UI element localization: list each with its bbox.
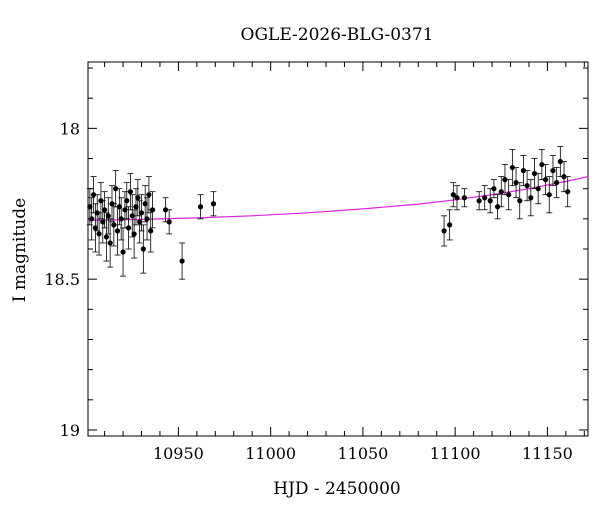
data-point — [102, 207, 108, 213]
plot-area: 10950 11000 11050 11100 11150 18 18.5 19 — [44, 61, 589, 463]
data-point — [137, 219, 143, 225]
data-point — [197, 204, 204, 210]
x-tick-label: 11100 — [430, 444, 481, 463]
y-tick-label: 18.5 — [44, 270, 80, 289]
data-point — [105, 213, 111, 219]
data-point — [528, 195, 534, 201]
data-point — [92, 225, 98, 231]
data-point — [127, 189, 134, 195]
data-point — [450, 192, 456, 198]
data-point — [210, 201, 217, 207]
data-point — [441, 228, 447, 234]
data-point — [506, 192, 512, 198]
data-point — [509, 164, 515, 171]
chart-title: OGLE-2026-BLG-0371 — [241, 25, 434, 45]
model-curve — [87, 176, 589, 221]
data-point — [125, 225, 132, 231]
data-point — [531, 170, 538, 177]
data-point — [494, 204, 501, 210]
data-point — [498, 189, 504, 195]
y-axis-label: I magnitude — [10, 198, 30, 302]
data-point — [146, 192, 152, 198]
y-tick-label: 18 — [60, 119, 80, 138]
data-point — [89, 216, 95, 222]
data-point — [149, 207, 156, 213]
data-point — [539, 161, 545, 168]
data-point — [554, 180, 560, 186]
data-point — [502, 177, 508, 183]
data-point — [124, 198, 130, 204]
data-point — [557, 158, 563, 165]
data-point — [96, 231, 102, 237]
data-point — [114, 228, 121, 234]
data-point — [487, 198, 493, 204]
data-point — [129, 213, 135, 219]
data-point — [122, 207, 128, 213]
data-point — [133, 204, 139, 210]
data-point — [103, 234, 110, 240]
data-point — [546, 192, 552, 198]
data-point — [550, 167, 556, 174]
data-point — [447, 222, 453, 228]
data-point — [100, 219, 106, 225]
data-point — [535, 186, 541, 192]
data-point — [179, 258, 185, 264]
x-tick-label: 11000 — [245, 444, 296, 463]
data-point — [138, 210, 145, 216]
data-point — [142, 201, 148, 207]
plot-frame — [87, 61, 589, 437]
data-point — [520, 167, 527, 174]
x-axis-label: HJD - 2450000 — [273, 479, 401, 499]
data-point — [476, 198, 482, 204]
data-point — [87, 204, 93, 210]
x-tick-label: 11150 — [522, 444, 573, 463]
data-point — [461, 195, 467, 201]
data-point — [135, 195, 141, 201]
data-point — [118, 216, 124, 222]
data-point — [107, 240, 113, 246]
data-point — [513, 180, 519, 186]
data-point — [162, 207, 169, 213]
data-point — [120, 249, 126, 255]
data-point — [113, 186, 119, 192]
data-point — [491, 186, 497, 192]
data-point — [166, 219, 172, 225]
data-point — [517, 198, 523, 204]
data-point — [565, 189, 571, 195]
x-tick-label: 11050 — [337, 444, 388, 463]
data-point — [454, 195, 460, 201]
data-point — [90, 192, 97, 198]
data-point — [482, 195, 488, 201]
data-point — [140, 246, 146, 252]
y-tick-label: 19 — [60, 421, 80, 440]
data-point — [561, 174, 567, 180]
data-point — [542, 177, 549, 183]
data-point — [148, 228, 154, 234]
data-point — [144, 216, 150, 222]
x-tick-label: 10950 — [153, 444, 204, 463]
data-point — [111, 222, 117, 228]
data-point — [131, 231, 137, 237]
data-point — [524, 183, 530, 189]
data-point — [116, 204, 122, 210]
